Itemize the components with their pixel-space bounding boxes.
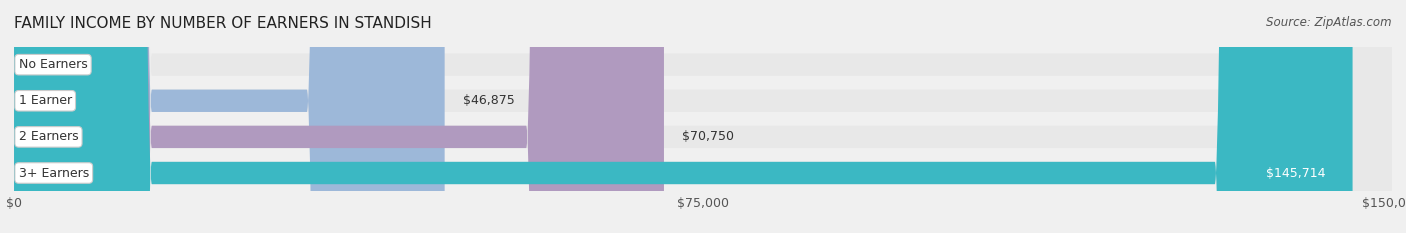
FancyBboxPatch shape [14,0,444,233]
Text: $46,875: $46,875 [463,94,515,107]
FancyBboxPatch shape [14,0,1392,233]
Text: 2 Earners: 2 Earners [18,130,79,143]
Text: 3+ Earners: 3+ Earners [18,167,89,179]
FancyBboxPatch shape [14,0,1392,233]
Text: FAMILY INCOME BY NUMBER OF EARNERS IN STANDISH: FAMILY INCOME BY NUMBER OF EARNERS IN ST… [14,16,432,31]
FancyBboxPatch shape [14,0,1353,233]
Text: $0: $0 [51,58,67,71]
FancyBboxPatch shape [14,0,664,233]
Text: 1 Earner: 1 Earner [18,94,72,107]
Text: $145,714: $145,714 [1265,167,1324,179]
Text: $70,750: $70,750 [682,130,734,143]
Text: No Earners: No Earners [18,58,87,71]
FancyBboxPatch shape [14,0,1392,233]
Text: Source: ZipAtlas.com: Source: ZipAtlas.com [1267,16,1392,29]
FancyBboxPatch shape [14,0,1392,233]
